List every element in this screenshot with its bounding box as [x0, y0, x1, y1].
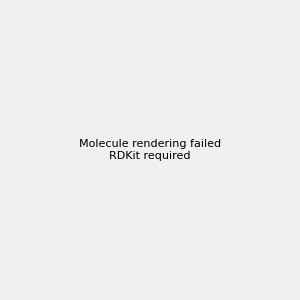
Text: Molecule rendering failed
RDKit required: Molecule rendering failed RDKit required: [79, 139, 221, 161]
